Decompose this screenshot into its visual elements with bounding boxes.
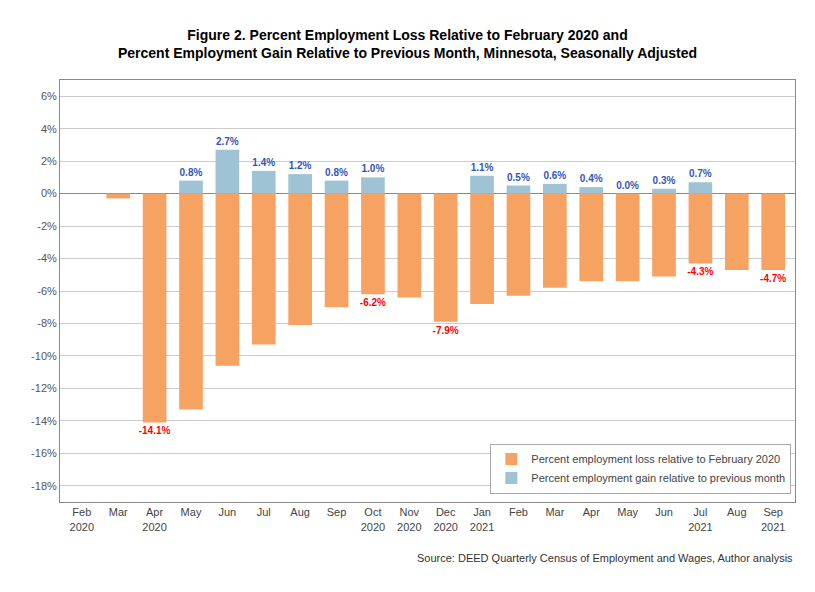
svg-text:-16%: -16% [31,447,57,459]
svg-text:-12%: -12% [31,382,57,394]
svg-text:-14.1%: -14.1% [139,425,171,436]
svg-text:Sep: Sep [327,506,347,518]
svg-text:May: May [617,506,638,518]
svg-text:Feb2020: Feb2020 [70,506,94,532]
svg-text:Aug: Aug [290,506,310,518]
svg-text:-10%: -10% [31,350,57,362]
svg-text:Mar: Mar [545,506,564,518]
svg-text:2%: 2% [41,155,57,167]
svg-text:-7.9%: -7.9% [433,325,459,336]
svg-text:1.2%: 1.2% [289,160,312,171]
svg-text:-14%: -14% [31,415,57,427]
svg-text:0.7%: 0.7% [689,168,712,179]
svg-text:2.7%: 2.7% [216,136,239,147]
svg-text:0.8%: 0.8% [180,167,203,178]
svg-text:1.0%: 1.0% [361,163,384,174]
svg-text:May: May [181,506,202,518]
svg-text:0.8%: 0.8% [325,167,348,178]
svg-text:Dec2020: Dec2020 [433,506,457,532]
svg-text:Jul2021: Jul2021 [688,506,712,532]
svg-text:Apr: Apr [583,506,600,518]
svg-text:1.4%: 1.4% [252,157,275,168]
svg-text:Percent employment gain relati: Percent employment gain relative to prev… [531,472,785,484]
svg-text:4%: 4% [41,123,57,135]
svg-text:-18%: -18% [31,480,57,492]
svg-text:Percent employment loss relati: Percent employment loss relative to Febr… [531,453,780,465]
svg-text:Mar: Mar [109,506,128,518]
svg-text:Figure 2. Percent Employment L: Figure 2. Percent Employment Loss Relati… [118,27,697,61]
svg-text:-4.7%: -4.7% [760,273,786,284]
svg-text:1.1%: 1.1% [471,162,494,173]
svg-text:-4%: -4% [37,252,57,264]
svg-text:-2%: -2% [37,220,57,232]
svg-text:-6%: -6% [37,285,57,297]
svg-text:0.6%: 0.6% [543,170,566,181]
svg-text:6%: 6% [41,90,57,102]
svg-text:-8%: -8% [37,317,57,329]
svg-text:Jun: Jun [219,506,237,518]
svg-text:Feb: Feb [509,506,528,518]
svg-text:-6.2%: -6.2% [360,297,386,308]
svg-text:0.3%: 0.3% [653,175,676,186]
svg-text:0.0%: 0.0% [616,180,639,191]
svg-text:Aug: Aug [727,506,747,518]
svg-text:Jun: Jun [655,506,673,518]
svg-text:Sep2021: Sep2021 [761,506,785,532]
svg-text:-4.3%: -4.3% [687,266,713,277]
svg-text:Nov2020: Nov2020 [397,506,421,532]
svg-text:Source: DEED Quarterly Census: Source: DEED Quarterly Census of Employm… [417,552,793,564]
svg-text:Apr2020: Apr2020 [142,506,166,532]
svg-text:0.4%: 0.4% [580,173,603,184]
svg-text:0.5%: 0.5% [507,172,530,183]
svg-text:0%: 0% [41,187,57,199]
svg-text:Oct2020: Oct2020 [361,506,385,532]
svg-text:Jan2021: Jan2021 [470,506,494,532]
svg-text:Jul: Jul [257,506,271,518]
